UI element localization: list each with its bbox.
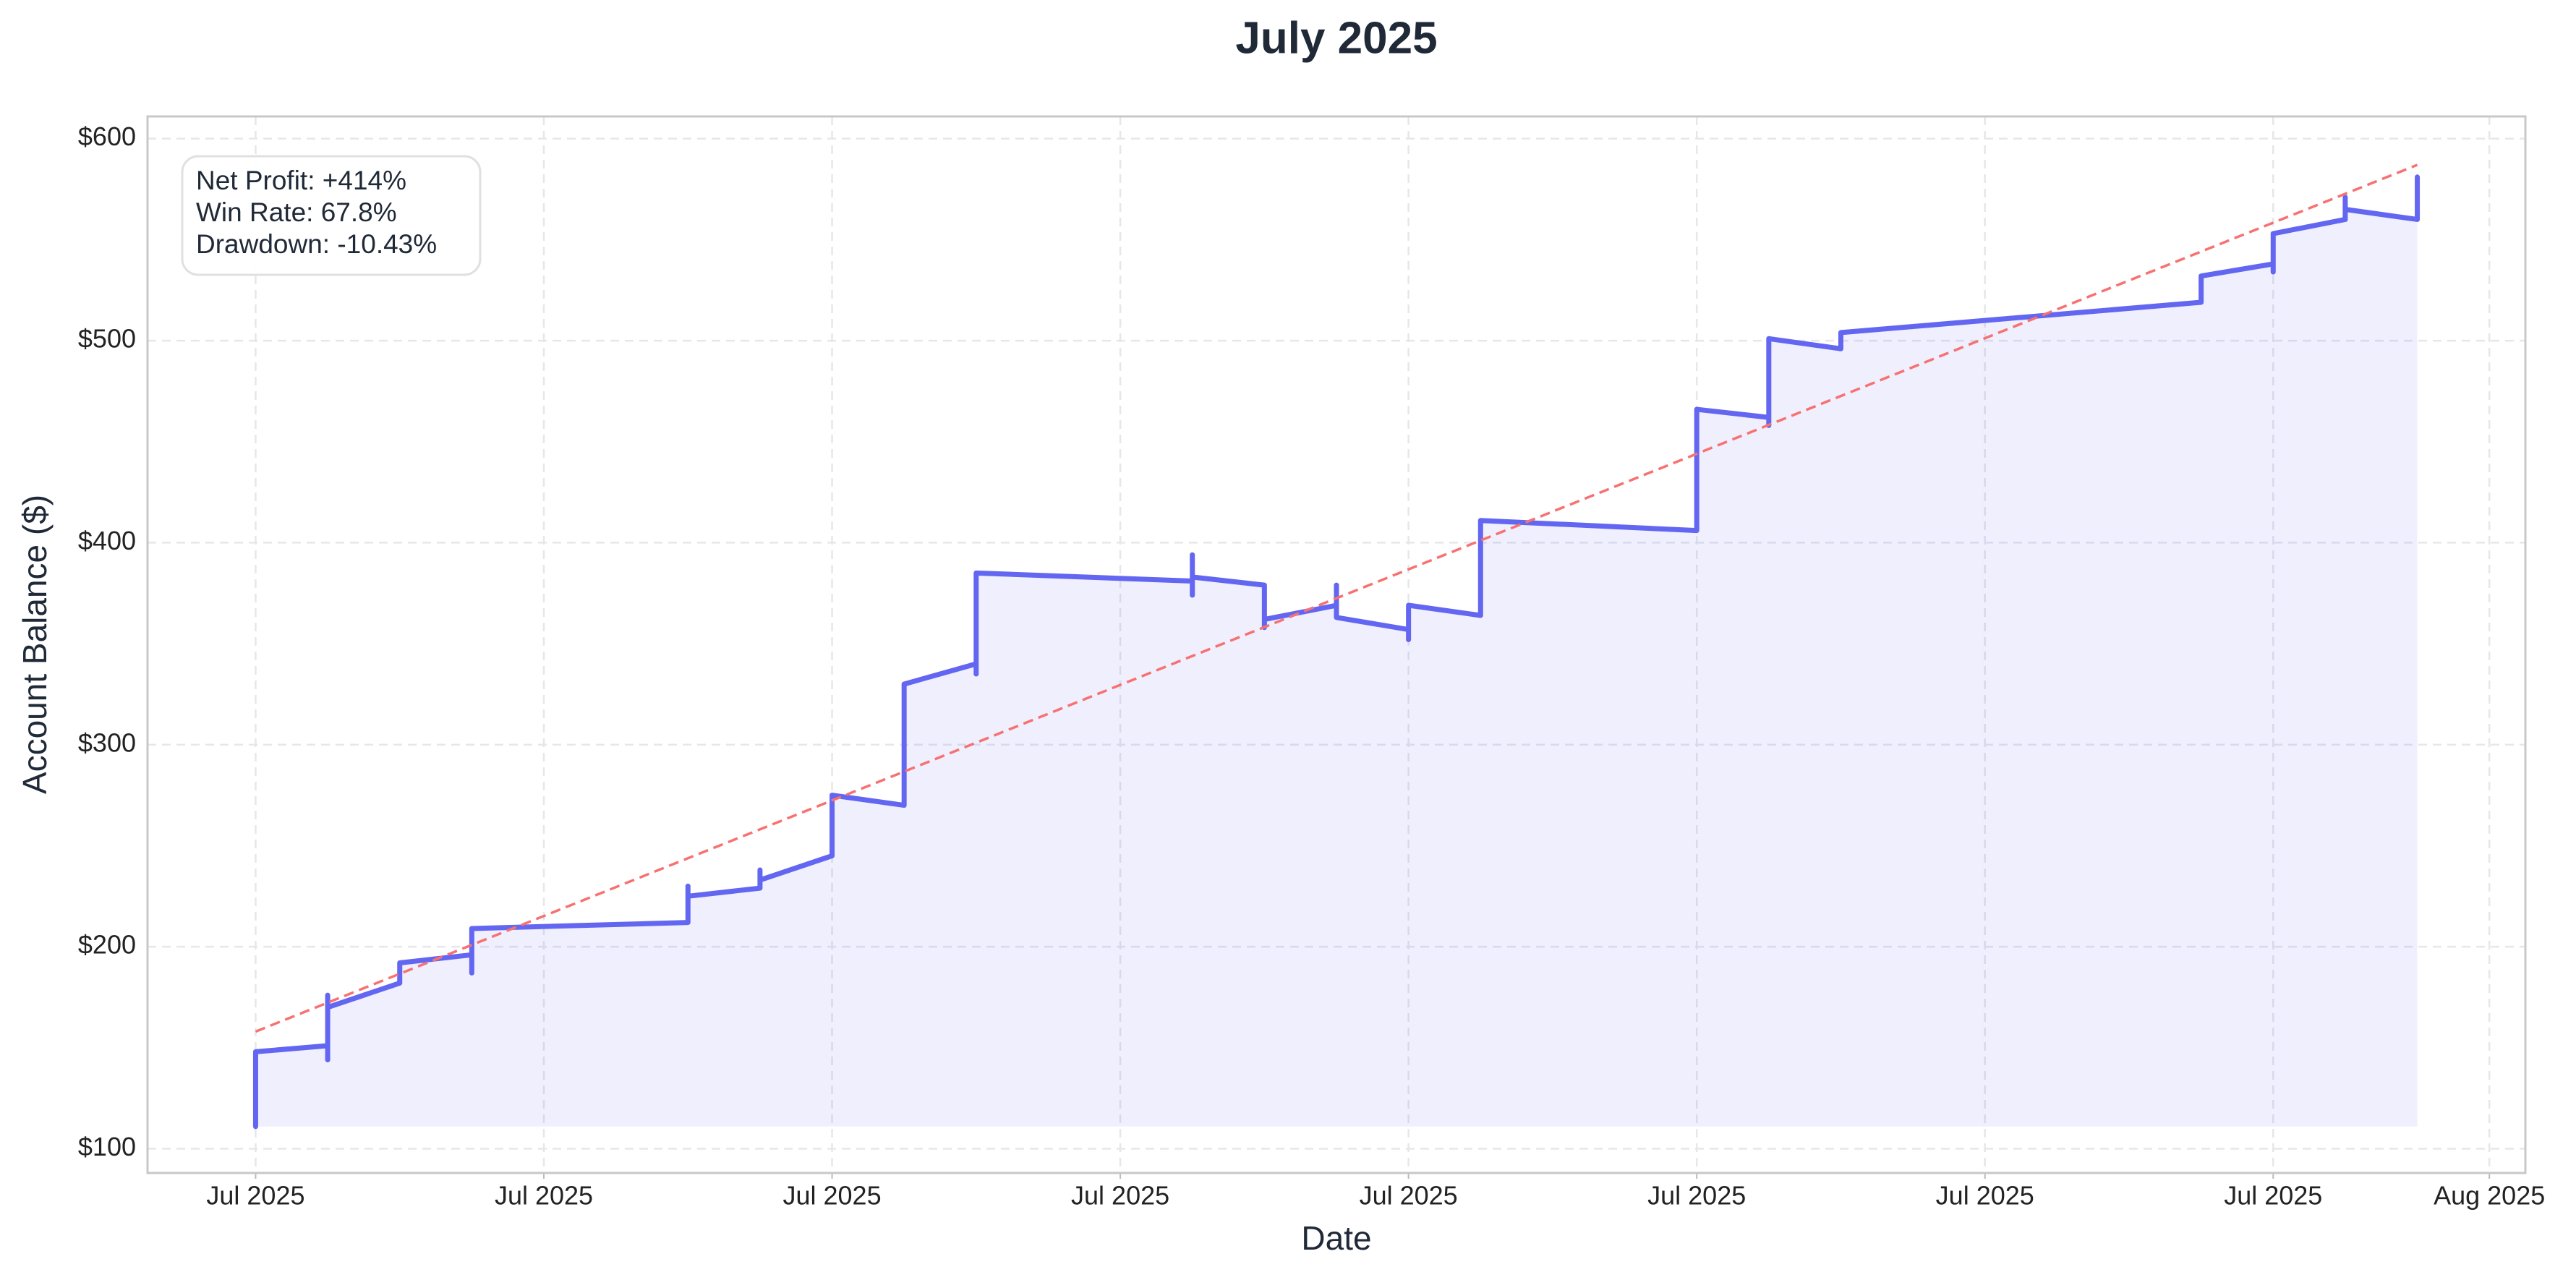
x-tick-label: Aug 2025 [2434,1181,2545,1211]
y-axis-label: Account Balance ($) [16,495,54,794]
x-tick-label: Jul 2025 [782,1181,881,1211]
x-axis-label: Date [1301,1219,1371,1257]
y-tick-label: $300 [78,728,136,757]
stats-text: Drawdown: -10.43% [196,229,437,259]
x-tick-label: Jul 2025 [495,1181,593,1211]
x-tick-label: Jul 2025 [1360,1181,1458,1211]
balance-line [252,174,2421,1130]
plot-frame [146,115,2527,1174]
stats-text: Win Rate: 67.8% [196,197,397,227]
y-tick-label: $400 [78,526,136,555]
y-tick-label: $200 [78,930,136,960]
trend-line [255,163,2418,1033]
y-tick-label: $100 [78,1132,136,1161]
chart-title: July 2025 [1235,13,1437,63]
x-tick-label: Jul 2025 [1936,1181,2034,1211]
x-tick-label: Jul 2025 [206,1181,304,1211]
y-tick-label: $600 [78,121,136,151]
area-fill [255,176,2418,1127]
x-tick-label: Jul 2025 [1071,1181,1169,1211]
stats-text: Net Profit: +414% [196,166,406,195]
stats-box [181,155,482,276]
x-tick-label: Jul 2025 [2224,1181,2322,1211]
y-tick-label: $500 [78,324,136,354]
x-tick-label: Jul 2025 [1647,1181,1746,1211]
